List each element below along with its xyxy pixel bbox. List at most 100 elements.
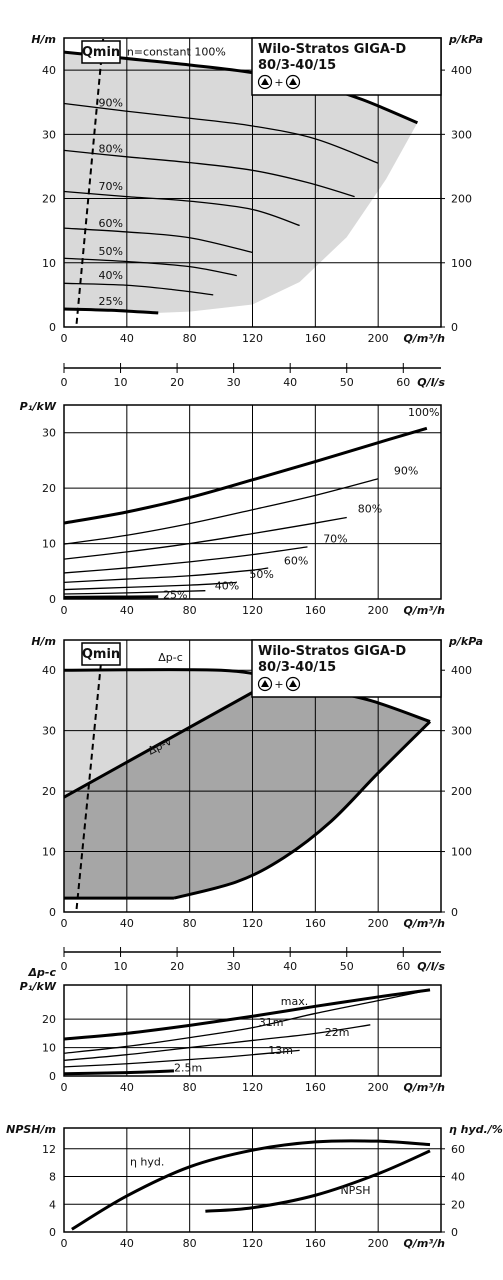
hq2-qmin: Qmin: [75, 639, 121, 910]
hq2-x-tick-label: 40: [120, 917, 134, 930]
npsh-x-tick-label: 40: [120, 1237, 134, 1250]
hq2-x-tick-label: 160: [305, 917, 326, 930]
hq-series-line-2: [63, 149, 355, 198]
qls2-tick-label: 20: [170, 960, 184, 973]
hq2-y2-tick-label: 100: [451, 846, 472, 859]
power2-x-tick-label: 40: [120, 1081, 134, 1094]
power2-x-axis-label: Q/m³/h: [404, 1081, 446, 1094]
mode-triangle-icon: [289, 680, 297, 687]
power-series-line-0: [63, 426, 428, 525]
power2-y-axis-top-label: Δp-c: [28, 966, 57, 979]
hq-x-tick-label: 160: [305, 332, 326, 345]
hq-title: Wilo-Stratos GIGA-D: [258, 42, 406, 57]
npsh-y2-tick-label: 20: [451, 1198, 465, 1211]
hq2-y-tick-label: 30: [42, 725, 56, 738]
npsh-y-tick-label: 12: [42, 1143, 56, 1156]
hq-series-label-3: 70%: [99, 180, 123, 193]
hq2-light-envelope: [64, 670, 277, 798]
hq2-title-frame: [251, 639, 442, 698]
npsh-y2-tick-label: 40: [451, 1171, 465, 1184]
power-series-label-7: 25%: [163, 588, 187, 601]
hq-series-line-3: [63, 190, 300, 227]
qls2-tick-label: 0: [61, 960, 68, 973]
hq-series-line-5: [63, 257, 237, 277]
power2-y-tick-label: 10: [42, 1042, 56, 1055]
npsh-x-tick-label: 80: [183, 1237, 197, 1250]
hq2-title: Wilo-Stratos GIGA-D: [258, 644, 406, 659]
hq-title-frame: [251, 37, 442, 96]
power-series-line-6: [63, 590, 206, 595]
power2-x-tick-label: 200: [368, 1081, 389, 1094]
hq-y2-tick-label: 100: [451, 257, 472, 270]
hq-series-label-7: 25%: [99, 295, 123, 308]
qls2-axis: 0 10 20 30 40 50 60 Q/l/s: [61, 947, 445, 973]
hq-y-tick-label: 20: [42, 193, 56, 206]
power-x-tick-label: 40: [120, 604, 134, 617]
qls-tick-label: 60: [396, 376, 410, 389]
npsh-x-tick-label: 120: [242, 1237, 263, 1250]
hq-series-line-7: [63, 307, 159, 315]
qls2-tick-label: 30: [227, 960, 241, 973]
power2-y-tick-label: 20: [42, 1013, 56, 1026]
power-series-line-2: [63, 516, 347, 560]
hq2-y2-tick-label: 400: [451, 664, 472, 677]
qls-tick-label: 40: [283, 376, 297, 389]
hq-series-label-5: 50%: [99, 245, 123, 258]
hq-series-line-6: [63, 282, 214, 296]
hq2-y-tick-label: 0: [49, 906, 56, 919]
power2-series-line-3: [63, 1049, 300, 1068]
power-series-line-7: [63, 595, 159, 599]
hq-series-line-1: [63, 102, 379, 164]
hq-y-tick-label: 10: [42, 257, 56, 270]
qls2-tick-label: 10: [114, 960, 128, 973]
power-series-label-6: 40%: [215, 580, 239, 593]
hq2-qmin-line: [75, 639, 105, 910]
hq-y-axis-label: H/m: [31, 33, 56, 46]
power2-series-label-0: max.: [281, 995, 308, 1008]
hq-y-tick-label: 0: [49, 321, 56, 334]
power-x-tick-label: 160: [305, 604, 326, 617]
npsh-y-axis-label: NPSH/m: [6, 1123, 56, 1136]
hq-x-tick-label: 200: [368, 332, 389, 345]
hq-x-axis-label: Q/m³/h: [404, 332, 446, 345]
power-series-label-3: 70%: [323, 532, 347, 545]
npsh-series-label-0: η hyd.: [130, 1155, 164, 1168]
hq-qmin-box: [81, 40, 121, 64]
power-y-tick-label: 10: [42, 538, 56, 551]
npsh-y2-tick-label: 0: [451, 1226, 458, 1239]
hq-y2-tick-label: 300: [451, 128, 472, 141]
power-series-line-5: [63, 581, 237, 591]
hq2-x-tick-label: 120: [242, 917, 263, 930]
power-y-tick-label: 20: [42, 482, 56, 495]
qls-axis-label: Q/l/s: [417, 376, 445, 389]
qls2-axis-label: Q/l/s: [417, 960, 445, 973]
npsh-y-tick-label: 8: [49, 1171, 56, 1184]
qls2-tick-label: 50: [340, 960, 354, 973]
power-y-axis-label: P₁/kW: [20, 400, 57, 413]
hq2-qmin-box: [81, 642, 121, 666]
power-x-axis-label: Q/m³/h: [404, 604, 446, 617]
qls-tick-label: 10: [114, 376, 128, 389]
npsh-y-tick-label: 4: [49, 1198, 56, 1211]
mode-triangle-icon: [261, 78, 269, 85]
power2-x-tick-label: 160: [305, 1081, 326, 1094]
power2-x-tick-label: 0: [61, 1081, 68, 1094]
power-series-line-1: [63, 478, 379, 545]
power2-y-tick-label: 0: [49, 1070, 56, 1083]
power-series-line-3: [63, 546, 308, 574]
hq2-title-box: Wilo-Stratos GIGA-D80/3-40/15 +: [251, 639, 442, 698]
power-x-tick-label: 120: [242, 604, 263, 617]
power2-series-label-3: 13m: [268, 1044, 293, 1057]
hq2-qmin-label: Qmin: [82, 647, 120, 662]
hq2-y2-tick-label: 0: [451, 906, 458, 919]
npsh-series-line-1: [205, 1149, 431, 1213]
hq-x-tick-label: 40: [120, 332, 134, 345]
power-x-tick-label: 0: [61, 604, 68, 617]
hq-x-tick-label: 80: [183, 332, 197, 345]
npsh-y-tick-label: 0: [49, 1226, 56, 1239]
hq2-series-line-3: [173, 720, 432, 900]
qls-tick-label: 30: [227, 376, 241, 389]
hq2-grid: 0 40 80 120 160 2000102030400100200300400Q/m³…: [31, 635, 483, 930]
